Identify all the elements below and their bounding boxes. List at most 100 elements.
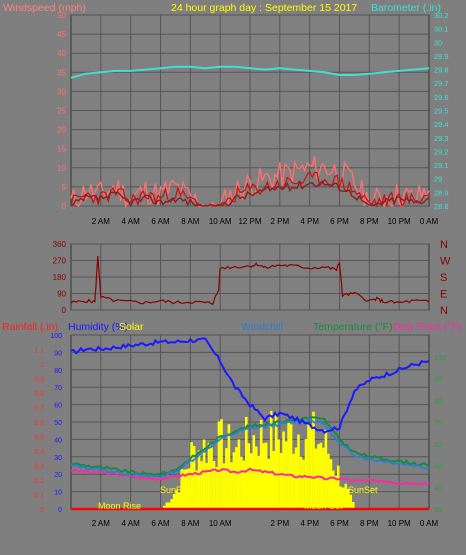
barometer-tick-label: 30.2	[434, 11, 449, 20]
temperature-tick-label: 50	[434, 462, 442, 471]
barometer-tick-label: 29.3	[434, 134, 449, 143]
axis-labels: 2 AM 4 AM 6 AM 8 AM 10 AM 12 PM 2 PM 4 PM 6 PM 8 …	[34, 11, 451, 528]
humidity-tick-label: 30	[54, 455, 62, 462]
temperature-tick-label: 70	[434, 418, 442, 427]
solar-bar	[307, 424, 310, 509]
solar-bar	[207, 442, 211, 509]
humidity-tick-label: 20	[54, 472, 62, 479]
rainfall-tick-label: 1.1	[34, 348, 44, 355]
rainfall-tick-label: 0.1	[34, 493, 44, 500]
direction-tick-label: 270	[53, 257, 67, 266]
rainfall-tick-label: 0.4	[34, 449, 44, 456]
wind-panel-grid	[71, 14, 429, 207]
solar-bar	[165, 502, 169, 509]
solar-bar	[187, 468, 191, 509]
direction-tick-label: 0	[62, 306, 67, 315]
solar-bar	[347, 489, 350, 509]
windspeed-tick-label: 30	[57, 87, 66, 96]
time-tick-label: 2 AM	[92, 217, 111, 226]
solar-bar	[175, 490, 178, 509]
humidity-tick-label: 0	[58, 507, 62, 514]
barometer-tick-label: 29.1	[434, 161, 449, 170]
windspeed-tick-label: 0	[62, 202, 67, 211]
solar-bar	[195, 470, 198, 509]
legend-rainfall: Rainfall (.in)	[2, 321, 58, 333]
solar-bar	[272, 451, 275, 509]
solar-bar	[257, 455, 261, 509]
time-tick-label: 2 AM	[92, 519, 111, 528]
solar-bar	[282, 431, 285, 509]
time-tick-label: 0 AM	[420, 217, 439, 226]
barometer-tick-label: 28.8	[434, 202, 449, 211]
barometer-tick-label: 28.9	[434, 188, 449, 197]
direction-panel-grid	[71, 243, 429, 311]
solar-bar	[297, 434, 300, 509]
rainfall-tick-label: 0.2	[34, 478, 44, 485]
solar-bar	[309, 427, 313, 509]
solar-bar	[337, 465, 340, 509]
solar-bar	[200, 461, 203, 509]
solar-bar	[232, 452, 236, 509]
solar-bar	[168, 502, 171, 509]
rainfall-tick-label: 1	[40, 362, 44, 369]
solar-bar	[334, 475, 338, 509]
temperature-tick-label: 60	[434, 440, 442, 449]
solar-bar	[314, 448, 318, 509]
barometer-tick-label: 30	[434, 38, 442, 47]
windspeed-tick-label: 45	[57, 30, 66, 39]
humidity-tick-label: 100	[50, 333, 62, 340]
solar-bar	[299, 456, 303, 509]
solar-bar	[182, 469, 186, 509]
time-tick-label: 8 PM	[360, 519, 379, 528]
solar-bar	[235, 447, 238, 509]
solar-bar	[180, 469, 183, 509]
legend-humidity: Humidity (%)	[68, 321, 128, 333]
solar-bar	[230, 462, 233, 509]
compass-label: E	[440, 289, 447, 301]
solar-bar	[250, 453, 253, 509]
barometer-tick-label: 29.9	[434, 52, 449, 61]
solar-bar	[215, 466, 218, 509]
solar-bar	[262, 443, 265, 509]
direction-tick-label: 90	[57, 290, 66, 299]
time-tick-label: 8 PM	[360, 217, 379, 226]
barometer-tick-label: 29.6	[434, 93, 449, 102]
solar-bar	[222, 463, 226, 509]
time-tick-label: 6 PM	[330, 217, 349, 226]
solar-bar	[267, 458, 270, 509]
solar-bar	[242, 460, 246, 509]
barometer-line	[70, 65, 430, 79]
solar-bar	[312, 411, 315, 509]
time-tick-label: 0 AM	[420, 519, 439, 528]
time-tick-label: 8 AM	[181, 217, 200, 226]
graph-title: 24 hour graph day : September 15 2017	[171, 2, 357, 14]
windspeed-line	[70, 170, 429, 208]
legend-windchill: Windchill	[241, 321, 283, 333]
barometer-tick-label: 29.2	[434, 147, 449, 156]
solar-bar	[339, 486, 343, 509]
temperature-tick-label: 40	[434, 483, 442, 492]
barometer-tick-label: 30.1	[434, 25, 449, 34]
temperature-tick-label: 90	[434, 375, 442, 384]
humidity-tick-label: 80	[54, 368, 62, 375]
chart-marks	[70, 65, 430, 511]
direction-tick-label: 360	[53, 240, 67, 249]
humidity-tick-label: 10	[54, 490, 62, 497]
humidity-tick-label: 90	[54, 350, 62, 357]
solar-bar	[342, 487, 345, 509]
compass-label: N	[440, 239, 448, 251]
barometer-tick-label: 29	[434, 175, 442, 184]
solar-bar	[192, 446, 196, 509]
solar-bar	[212, 461, 216, 509]
solar-bar	[163, 505, 166, 509]
solar-bar	[252, 435, 256, 509]
barometer-tick-label: 29.5	[434, 107, 449, 116]
windspeed-tick-label: 15	[57, 145, 66, 154]
direction-tick-label: 180	[53, 273, 67, 282]
time-tick-label: 10 PM	[388, 519, 411, 528]
windspeed-tick-label: 20	[57, 126, 66, 135]
time-tick-label: 10 AM	[209, 217, 232, 226]
solar-bar	[170, 499, 173, 509]
rainfall-tick-label: 0.8	[34, 391, 44, 398]
